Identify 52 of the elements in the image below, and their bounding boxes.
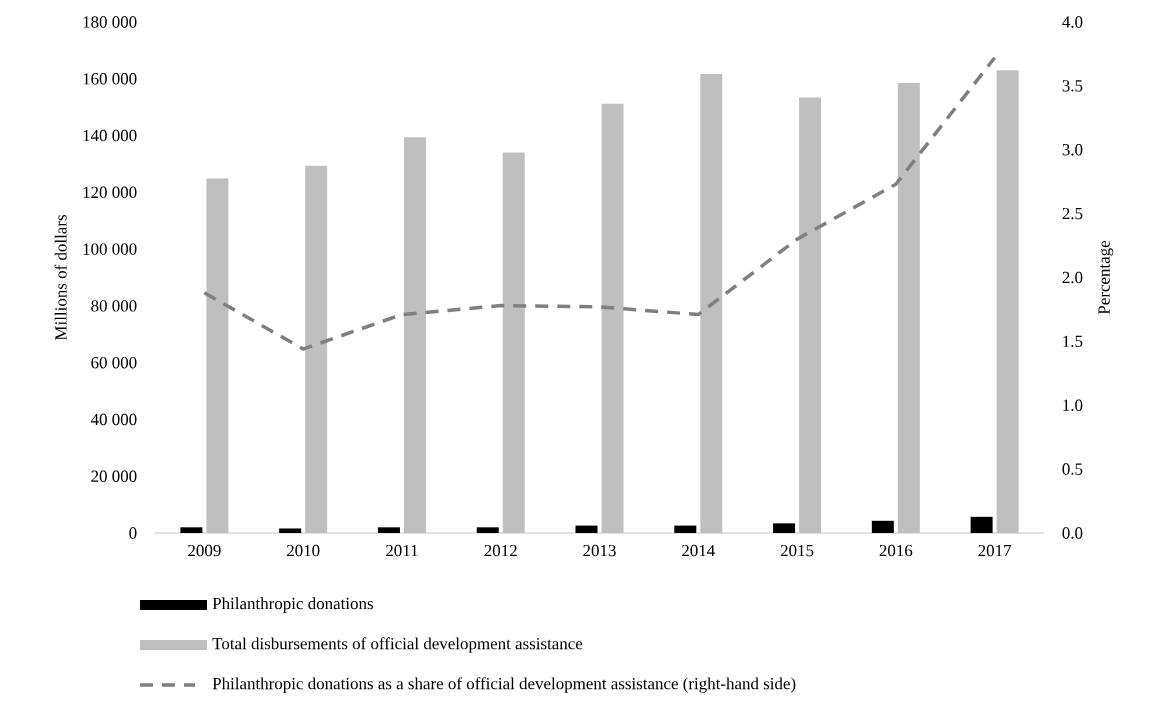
y-tick-label: 160 000 bbox=[83, 73, 137, 85]
y2-tick-label: 1.0 bbox=[1063, 399, 1083, 411]
bar bbox=[970, 516, 993, 533]
bar bbox=[871, 520, 894, 533]
y-tick-label: 0 bbox=[129, 527, 137, 539]
y-tick-label: 120 000 bbox=[83, 186, 137, 199]
bar bbox=[305, 165, 328, 533]
y-tick-label: 100 000 bbox=[83, 243, 137, 255]
y2-tick-label: 3.0 bbox=[1062, 143, 1083, 156]
y-tick-label: 80 000 bbox=[91, 300, 137, 312]
line-series bbox=[202, 56, 997, 351]
bar bbox=[502, 152, 525, 533]
y2-tick-label: 2.5 bbox=[1062, 207, 1083, 220]
bar bbox=[279, 528, 302, 533]
y-axis-title: Millions of dollars bbox=[54, 215, 67, 341]
bar bbox=[180, 527, 203, 533]
y2-tick-label: 3.5 bbox=[1062, 80, 1083, 92]
y2-tick-label: 1.5 bbox=[1063, 335, 1083, 348]
bar bbox=[403, 137, 426, 533]
x-tick-label: 2017 bbox=[978, 544, 1012, 557]
x-tick-label: 2014 bbox=[682, 544, 715, 557]
y2-tick-label: 0.0 bbox=[1062, 527, 1083, 539]
bar bbox=[897, 83, 920, 533]
bar bbox=[674, 525, 697, 533]
y2-axis-title: Percentage bbox=[1098, 240, 1114, 315]
bar bbox=[575, 525, 598, 533]
y2-tick-label: 4.0 bbox=[1062, 16, 1083, 28]
legend-label: Total disbursements of official development assistance bbox=[212, 637, 583, 653]
y-tick-label: 40 000 bbox=[90, 413, 137, 426]
x-tick-label: 2015 bbox=[780, 544, 814, 557]
bar bbox=[476, 527, 499, 533]
bar bbox=[601, 103, 624, 533]
y-tick-label: 180 000 bbox=[83, 16, 137, 28]
bar bbox=[206, 178, 229, 533]
legend-label: Philanthropic donations bbox=[212, 597, 373, 613]
y-tick-label: 20 000 bbox=[91, 470, 137, 482]
y2-tick-label: 0.5 bbox=[1062, 463, 1083, 475]
bar bbox=[377, 527, 400, 533]
bar bbox=[773, 523, 796, 533]
x-tick-label: 2010 bbox=[286, 544, 320, 557]
y-tick-label: 140 000 bbox=[83, 129, 137, 142]
bar bbox=[700, 73, 723, 533]
x-tick-label: 2009 bbox=[188, 544, 221, 557]
y2-tick-label: 2.0 bbox=[1062, 271, 1083, 284]
y-tick-label: 60 000 bbox=[91, 356, 137, 369]
bar bbox=[996, 70, 1019, 533]
x-tick-label: 2011 bbox=[386, 544, 418, 557]
x-tick-label: 2016 bbox=[879, 544, 913, 557]
x-tick-label: 2013 bbox=[583, 544, 616, 557]
legend-label: Philanthropic donations as a share of official development assistance (right-hand side) bbox=[212, 677, 796, 693]
bar bbox=[799, 97, 822, 533]
x-tick-label: 2012 bbox=[484, 544, 517, 557]
